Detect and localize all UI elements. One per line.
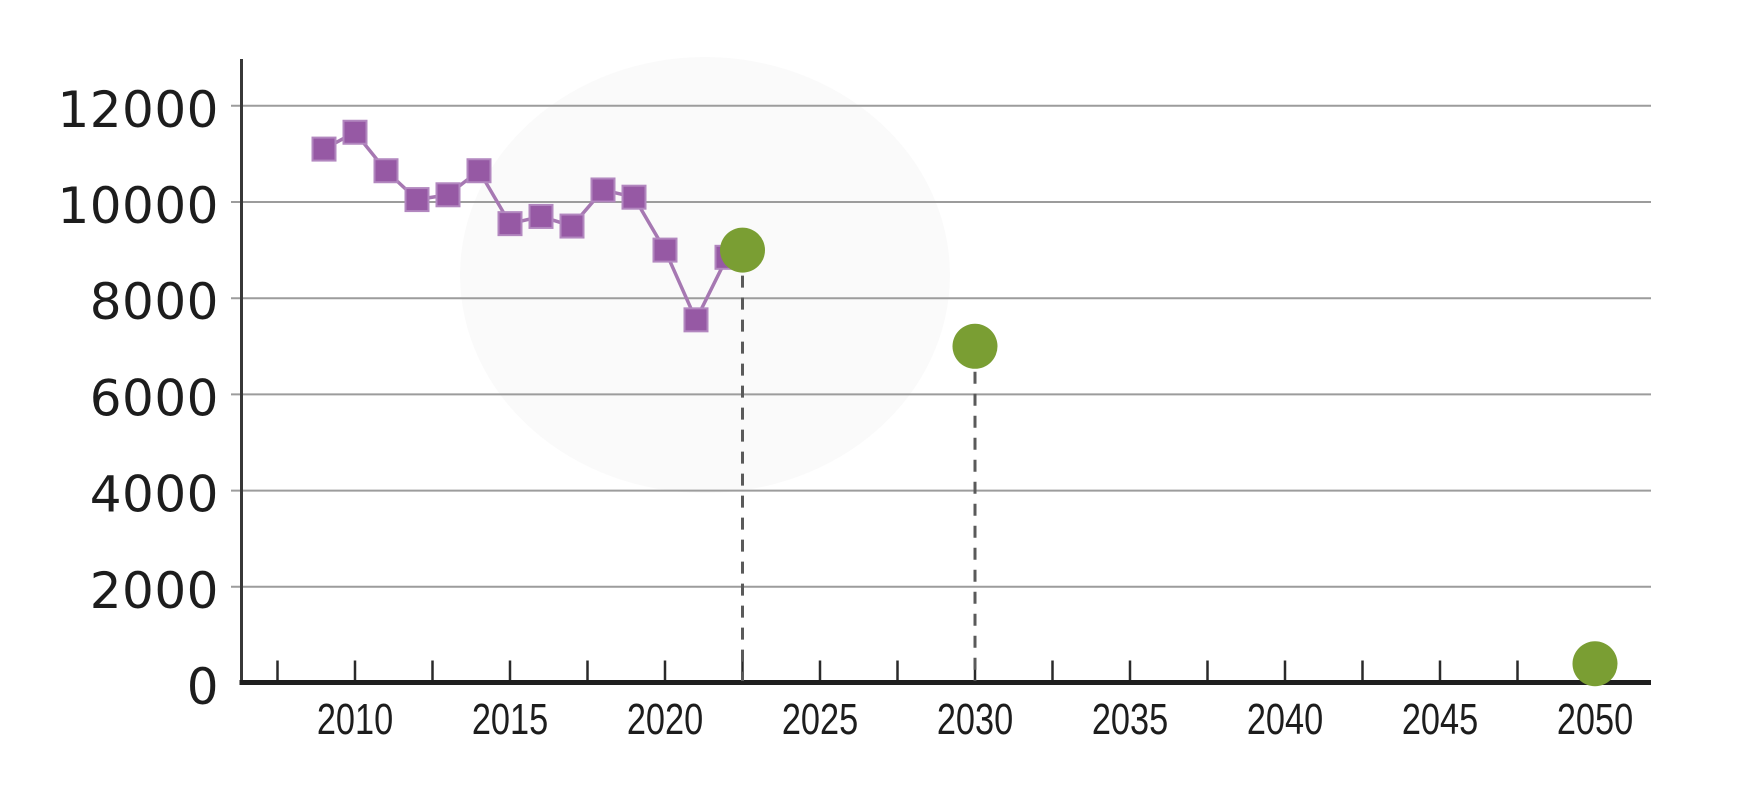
y-tick-label: 0 xyxy=(187,658,219,716)
x-tick-label: 2010 xyxy=(317,695,393,744)
background-blob xyxy=(460,57,950,493)
x-tick-label: 2020 xyxy=(627,695,703,744)
x-tick-label: 2015 xyxy=(472,695,548,744)
x-tick-label: 2030 xyxy=(937,695,1013,744)
data-point-square xyxy=(342,119,368,145)
x-tick-labels-group: 2010 2015 2020 2025 2030 2035 2040 2045 2050 xyxy=(317,695,1633,744)
data-point-square xyxy=(497,211,523,237)
data-point-square xyxy=(559,213,585,239)
y-tick-label: 12000 xyxy=(57,81,219,139)
data-point-square xyxy=(528,203,554,229)
target-point-circle xyxy=(720,227,765,273)
data-point-square xyxy=(652,237,678,263)
data-point-square xyxy=(373,158,399,184)
target-point-circle xyxy=(952,323,998,369)
series-points-group xyxy=(311,119,740,333)
data-point-square xyxy=(590,177,616,203)
x-tick-label: 2050 xyxy=(1557,695,1633,744)
y-tick-label: 2000 xyxy=(90,562,219,620)
y-tick-label: 6000 xyxy=(90,369,219,427)
y-tick-label: 8000 xyxy=(90,273,219,331)
data-point-square xyxy=(311,136,337,162)
x-tick-label: 2045 xyxy=(1402,695,1478,744)
y-tick-label: 4000 xyxy=(90,466,219,524)
data-point-square xyxy=(466,158,492,184)
x-tick-label: 2035 xyxy=(1092,695,1168,744)
data-point-square xyxy=(683,307,709,333)
droplines-group xyxy=(741,275,977,681)
gridlines-group xyxy=(231,104,1651,588)
data-point-square xyxy=(404,187,430,213)
x-tick-label: 2040 xyxy=(1247,695,1323,744)
target-points-group xyxy=(720,227,1618,687)
y-tick-label: 10000 xyxy=(57,177,219,235)
y-tick-labels-group: 12000 10000 8000 6000 4000 2000 0 xyxy=(57,81,219,716)
target-point-circle xyxy=(1572,641,1618,687)
x-ticks-group xyxy=(276,660,1597,682)
data-point-square xyxy=(621,184,647,210)
x-tick-label: 2025 xyxy=(782,695,858,744)
data-point-square xyxy=(435,182,461,208)
